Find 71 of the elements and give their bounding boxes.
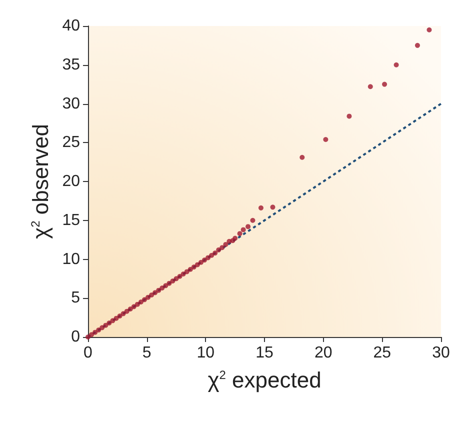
x-tick-label: 20 xyxy=(314,344,332,362)
point xyxy=(163,283,168,288)
point xyxy=(146,294,151,300)
point xyxy=(166,280,172,286)
point xyxy=(414,42,420,48)
point xyxy=(198,260,204,265)
x-tick-label: 30 xyxy=(432,344,450,362)
y-axis-title: χ2 observed xyxy=(28,124,53,239)
point xyxy=(237,231,242,236)
point xyxy=(346,114,352,119)
point xyxy=(194,262,200,268)
y-tick-label: 5 xyxy=(71,290,80,307)
point xyxy=(250,218,256,223)
point xyxy=(258,205,264,210)
point xyxy=(89,332,94,338)
y-tick-label: 30 xyxy=(62,95,80,112)
point xyxy=(156,288,162,293)
point xyxy=(142,297,147,302)
point xyxy=(138,300,144,305)
point xyxy=(131,304,136,310)
point xyxy=(426,27,432,32)
y-tick-label: 10 xyxy=(62,250,80,268)
point xyxy=(149,292,154,298)
point xyxy=(160,286,165,291)
point xyxy=(220,245,225,250)
point xyxy=(300,154,305,160)
point xyxy=(382,82,388,87)
y-tick-label: 40 xyxy=(62,18,80,34)
point xyxy=(124,308,130,314)
point xyxy=(177,274,182,279)
point xyxy=(223,242,228,247)
point xyxy=(206,255,211,260)
point xyxy=(232,236,238,241)
point xyxy=(246,224,251,230)
point xyxy=(96,328,102,332)
x-tick-label: 5 xyxy=(142,344,152,362)
point xyxy=(209,252,214,258)
point xyxy=(106,320,112,326)
point xyxy=(216,247,222,252)
point xyxy=(188,266,193,272)
point xyxy=(114,316,119,321)
x-tick-label: 0 xyxy=(84,344,93,362)
point xyxy=(202,258,207,263)
y-tick-label: 0 xyxy=(71,328,80,346)
point xyxy=(240,227,246,232)
point xyxy=(100,325,105,330)
point xyxy=(152,290,158,296)
point xyxy=(120,311,126,316)
y-tick-label: 25 xyxy=(62,134,80,152)
point xyxy=(368,84,373,90)
point xyxy=(117,314,122,319)
x-tick-label: 10 xyxy=(196,344,215,362)
point xyxy=(191,264,196,270)
point xyxy=(128,306,133,312)
y-tick-label: 35 xyxy=(62,56,80,74)
point xyxy=(184,269,190,274)
point xyxy=(323,137,328,142)
point xyxy=(103,322,108,328)
x-tick-label: 25 xyxy=(373,344,392,362)
point xyxy=(212,250,218,256)
x-tick-label: 15 xyxy=(256,344,274,362)
point xyxy=(86,334,90,340)
point xyxy=(180,272,186,277)
y-tick-label: 20 xyxy=(62,173,80,190)
point xyxy=(394,62,399,68)
point xyxy=(110,318,116,324)
point xyxy=(270,204,276,210)
point xyxy=(92,330,98,335)
point xyxy=(134,302,140,307)
y-tick-label: 15 xyxy=(62,212,80,229)
point xyxy=(170,278,176,284)
